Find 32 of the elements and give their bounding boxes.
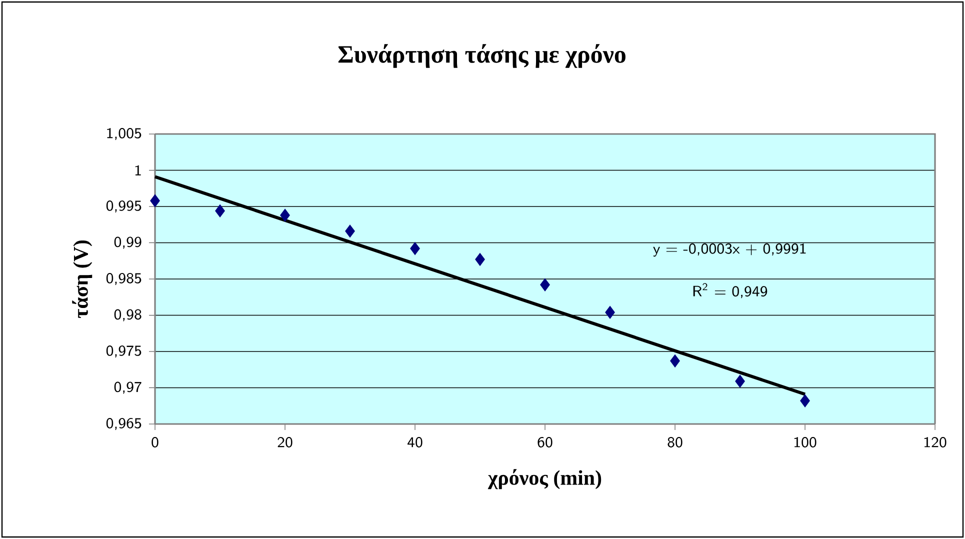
y-tick-label: 0,99 [114,236,142,249]
x-tick-label: 80 [668,437,682,448]
x-tick-label: 120 [924,437,946,448]
point [540,278,550,292]
point [345,224,355,238]
annotation: y = -0,0003x + 0,9991 [653,243,806,257]
x-tick-label: 0 [152,437,158,448]
y-tick-label: 1,005 [107,128,142,140]
annotation: R$^{2}$ = 0,949 [693,283,768,298]
x-axis-title: χρόνος (min) [488,469,602,490]
point [735,374,745,388]
point [280,208,290,222]
x-tick-label: 60 [538,437,552,448]
y-tick-label: 0,97 [114,382,142,394]
y-tick-label: 1 [135,165,141,176]
point [800,394,810,408]
y-tick-label: 0,98 [114,309,142,322]
y-tick-label: 0,985 [106,272,142,286]
y-axis-title: τάση (V) [72,240,92,318]
point [605,306,615,319]
point [150,194,160,208]
point [475,253,485,266]
x-tick-label: 20 [278,437,292,448]
chart-title: Συνάρτηση τάσης με χρόνο [338,44,626,68]
y-tick-label: 0,965 [106,418,142,430]
x-tick-label: 40 [408,437,422,448]
y-tick-label: 0,995 [106,200,142,213]
x-tick-label: 100 [794,437,816,448]
point [670,354,680,368]
point [215,204,225,218]
point [410,242,420,255]
y-tick-label: 0,975 [106,345,142,358]
